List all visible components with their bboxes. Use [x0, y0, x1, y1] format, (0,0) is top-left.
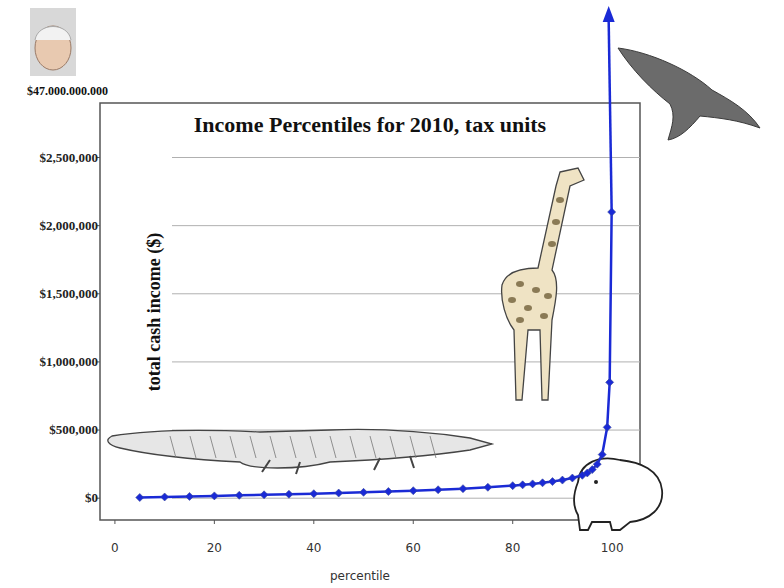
data-point: [360, 488, 368, 496]
giraffe-spot: [532, 287, 540, 293]
giraffe-spot: [556, 197, 564, 203]
data-point: [310, 490, 318, 498]
data-point: [161, 493, 169, 501]
data-point: [484, 483, 492, 491]
plot-frame: [100, 103, 640, 520]
vulture-body: [618, 48, 760, 140]
data-point: [539, 479, 547, 487]
data-point: [335, 489, 343, 497]
chart-title: Income Percentiles for 2010, tax units: [194, 112, 547, 137]
data-point: [509, 482, 517, 490]
hippo-eye: [594, 480, 598, 484]
giraffe-body: [502, 168, 584, 400]
data-point: [529, 480, 537, 488]
x-tick-label: 20: [207, 541, 222, 555]
x-tick-label: 80: [505, 541, 520, 555]
crocodile-scale: [170, 436, 176, 458]
tick-mark: [114, 520, 115, 524]
crocodile-scale: [410, 436, 416, 458]
giraffe-spot: [516, 281, 524, 287]
data-point: [588, 466, 596, 474]
data-point: [235, 491, 243, 499]
y-axis-title: total cash income ($): [144, 233, 165, 391]
crocodile-scale: [230, 436, 236, 458]
data-point: [210, 492, 218, 500]
illustrations: [30, 8, 760, 530]
income-line: [140, 212, 612, 497]
y-tick-label: $2,000,000: [40, 218, 99, 233]
crocodile-scale: [190, 436, 196, 458]
giraffe-spot: [508, 297, 516, 303]
hippo-body: [574, 458, 662, 530]
data-point: [568, 474, 576, 482]
data-point: [603, 423, 611, 431]
data-layer: [136, 208, 616, 501]
portrait-bg: [30, 8, 76, 76]
grid-line: [172, 498, 640, 499]
giraffe-spot: [548, 241, 556, 247]
crocodile-scale: [330, 436, 336, 458]
crocodile-legs: [262, 456, 414, 474]
crocodile-scale: [250, 436, 256, 458]
portrait-hair: [35, 27, 71, 41]
crocodile-scale: [390, 436, 396, 458]
data-point: [459, 485, 467, 493]
crocodile: [108, 429, 492, 474]
data-point: [606, 378, 614, 386]
data-point: [384, 488, 392, 496]
grid-line: [172, 361, 640, 362]
portrait-face: [35, 26, 71, 70]
chart: $0 $500,000 $1,000,000 $1,500,000 $2,000,000…: [0, 0, 784, 588]
giraffe-spot: [540, 313, 548, 319]
x-tick-label: 0: [111, 541, 119, 555]
data-point: [593, 460, 601, 468]
x-tick-label: 100: [601, 541, 624, 555]
data-point: [548, 478, 556, 486]
data-point: [598, 451, 606, 459]
tick-mark: [214, 520, 215, 524]
y-tick-label: $1,000,000: [40, 354, 99, 369]
data-point: [434, 486, 442, 494]
crocodile-scale: [310, 436, 316, 458]
crocodile-scale: [270, 436, 276, 458]
giraffe-spot: [552, 219, 560, 225]
grid-line: [172, 293, 640, 294]
hippo: [574, 458, 662, 530]
data-point: [186, 492, 194, 500]
crocodile-scale: [370, 436, 376, 458]
data-point: [136, 494, 144, 502]
grid-line: [172, 225, 640, 226]
tick-mark: [512, 520, 513, 524]
crocodile-scale: [290, 436, 296, 458]
x-tick-label: 60: [406, 541, 421, 555]
grid-line: [172, 157, 640, 158]
tick-mark: [313, 520, 314, 524]
crocodile-scale: [430, 436, 436, 458]
data-point: [260, 491, 268, 499]
vulture: [618, 48, 760, 140]
data-point: [285, 490, 293, 498]
y-tick-label: $500,000: [49, 422, 98, 437]
arrow-head: [603, 6, 615, 22]
data-point: [519, 481, 527, 489]
arrow-line: [609, 20, 612, 212]
data-point: [409, 487, 417, 495]
crocodile-scale: [210, 436, 216, 458]
giraffe-spot: [544, 293, 552, 299]
giraffe-spot: [516, 317, 524, 323]
crocodile-scale: [350, 436, 356, 458]
data-point: [558, 476, 566, 484]
x-axis-title: percentile: [330, 569, 390, 583]
x-tick-label: 40: [306, 541, 321, 555]
giraffe-spot: [524, 305, 532, 311]
y-tick-label: $2,500,000: [40, 150, 99, 165]
y-tick-label: $1,500,000: [40, 286, 99, 301]
annotation: $47.000.000.000: [27, 84, 108, 98]
giraffe: [502, 168, 584, 400]
y-tick-label: $0: [85, 490, 98, 505]
tick-mark: [413, 520, 414, 524]
portrait: [30, 8, 76, 76]
